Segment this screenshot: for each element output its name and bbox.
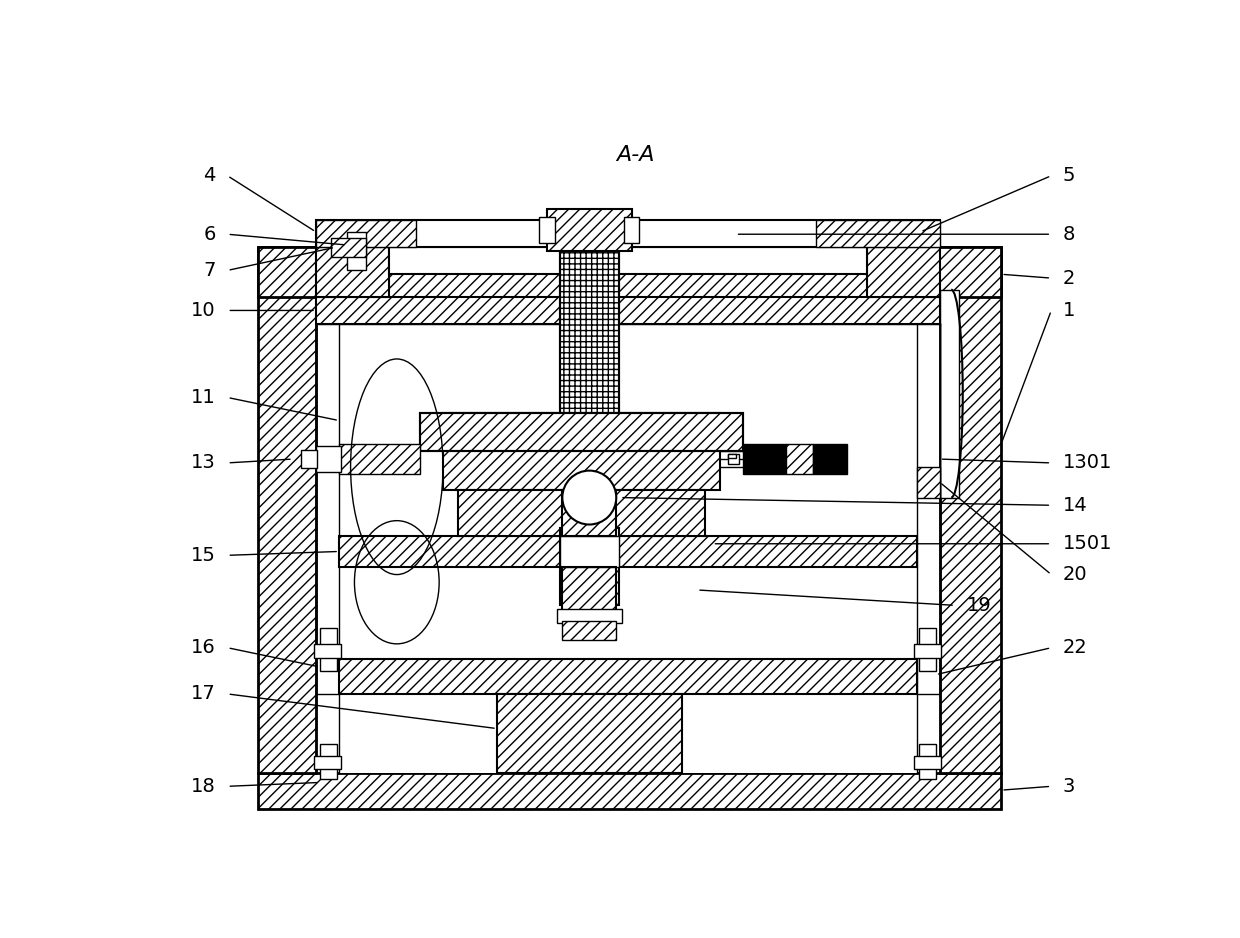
Text: A-A: A-A <box>616 144 655 165</box>
Bar <box>320 744 337 779</box>
Text: 1: 1 <box>1063 301 1075 320</box>
Bar <box>347 232 366 270</box>
Bar <box>300 450 317 468</box>
Bar <box>940 290 959 497</box>
Bar <box>560 536 619 567</box>
Bar <box>743 444 786 475</box>
Bar <box>258 248 1001 297</box>
Bar <box>339 536 916 567</box>
Bar <box>539 217 554 244</box>
Bar <box>919 628 936 671</box>
Bar <box>914 756 941 768</box>
Bar <box>728 454 739 464</box>
Bar <box>560 536 619 567</box>
Text: 5: 5 <box>1063 166 1075 185</box>
Bar <box>331 238 366 257</box>
Bar <box>547 209 631 251</box>
Bar <box>682 694 916 773</box>
Bar <box>560 251 619 424</box>
Bar <box>315 756 341 768</box>
Bar <box>560 528 619 605</box>
Text: 11: 11 <box>191 388 216 407</box>
Bar <box>560 251 619 424</box>
Bar <box>339 444 420 475</box>
Text: 19: 19 <box>967 596 991 615</box>
Text: 20: 20 <box>1063 565 1087 584</box>
Bar <box>258 248 316 773</box>
Bar <box>812 444 847 475</box>
Bar <box>816 220 940 248</box>
Bar <box>443 413 720 490</box>
Text: 8: 8 <box>1063 225 1075 244</box>
Text: 3: 3 <box>1063 777 1075 795</box>
Bar <box>316 248 389 297</box>
Bar <box>916 467 940 497</box>
Bar <box>919 744 936 779</box>
Bar <box>867 248 940 297</box>
Text: 7: 7 <box>203 261 216 280</box>
Bar <box>339 659 916 694</box>
Text: 10: 10 <box>191 301 216 320</box>
Bar <box>316 220 940 248</box>
Text: 22: 22 <box>1063 638 1087 658</box>
Text: 4: 4 <box>203 166 216 185</box>
Bar <box>624 217 640 244</box>
Bar <box>316 446 341 472</box>
Bar <box>563 490 616 536</box>
Bar <box>339 694 497 773</box>
Text: 13: 13 <box>191 453 216 473</box>
Bar <box>459 490 704 536</box>
Bar <box>728 454 735 458</box>
Text: 18: 18 <box>191 777 216 795</box>
Text: 16: 16 <box>191 638 216 658</box>
Bar <box>316 297 940 325</box>
Text: 1301: 1301 <box>1063 453 1112 473</box>
Bar <box>563 621 616 640</box>
Bar <box>940 248 1001 773</box>
Bar <box>420 413 743 451</box>
Bar <box>786 444 812 475</box>
Text: 14: 14 <box>1063 496 1087 515</box>
Bar <box>557 609 621 623</box>
Bar <box>320 628 337 671</box>
Text: 17: 17 <box>191 685 216 704</box>
Text: 15: 15 <box>191 546 216 565</box>
Bar <box>914 643 941 658</box>
Text: 1501: 1501 <box>1063 535 1112 553</box>
Bar <box>315 643 341 658</box>
Bar <box>258 773 1001 809</box>
Bar <box>420 413 743 451</box>
Bar <box>316 220 417 248</box>
Bar <box>497 694 682 773</box>
Text: 6: 6 <box>203 225 216 244</box>
Text: 2: 2 <box>1063 268 1075 288</box>
Circle shape <box>563 471 616 524</box>
Bar <box>563 567 616 613</box>
Bar <box>389 248 867 274</box>
